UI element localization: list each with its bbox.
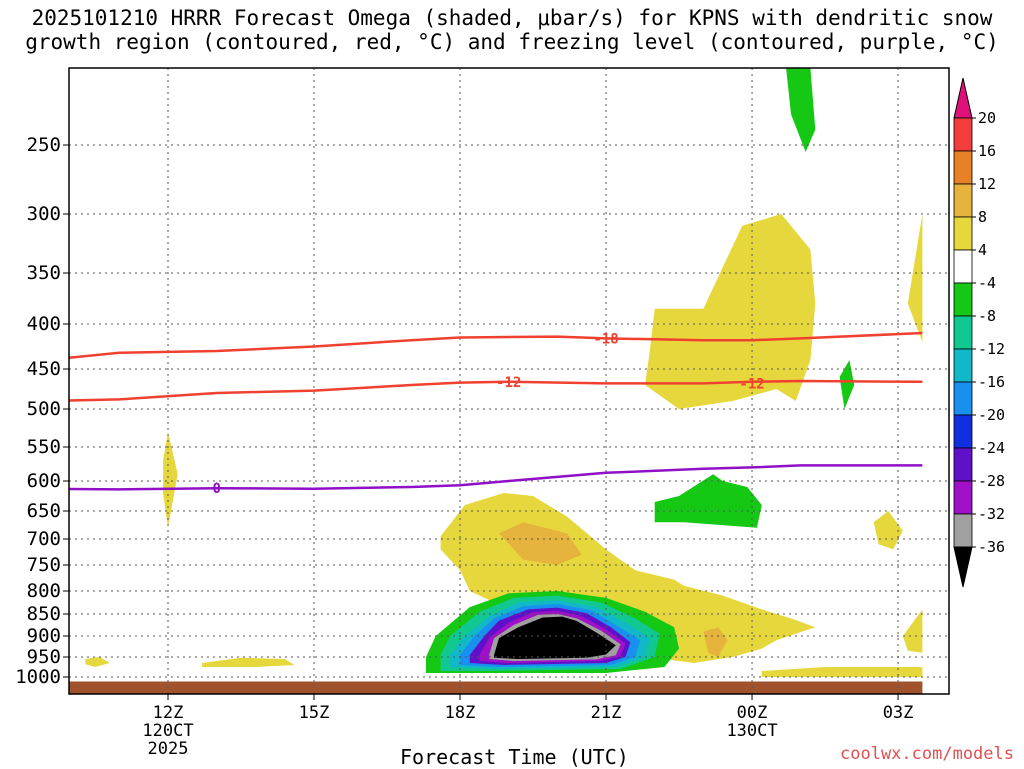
colorbar-label-2: 12 — [978, 175, 996, 193]
colorbar-segment-3 — [953, 216, 973, 251]
colorbar-label-0: 20 — [978, 109, 996, 127]
omega-positive-right1 — [907, 214, 923, 342]
x-tick-date-12Z: 120CT — [142, 721, 193, 741]
colorbar-label-8: -16 — [978, 373, 1005, 391]
contour-dgz-minus12 — [69, 379, 923, 402]
y-tick-label-850: 850 — [27, 603, 61, 625]
colorbar-bottom-arrow — [953, 546, 973, 588]
omega-positive-blob2 — [202, 657, 295, 667]
y-tick-label-700: 700 — [27, 528, 61, 550]
y-tick-label-350: 350 — [27, 262, 61, 284]
x-tick-label-18Z: 18Z — [445, 703, 476, 723]
colorbar-segment-9 — [953, 414, 973, 449]
y-tick-label-1000: 1000 — [15, 666, 61, 688]
colorbar-label-6: -8 — [978, 307, 996, 325]
contour-lines: -18 -12 -12 0 — [69, 331, 923, 497]
omega-positive-right3 — [902, 609, 923, 653]
contour-label-dgz-minus12: -12 — [496, 375, 521, 391]
colorbar-label-1: 16 — [978, 142, 996, 160]
contour-dgz-minus18 — [69, 331, 923, 360]
colorbar-segment-8 — [953, 381, 973, 416]
omega-shading — [69, 68, 923, 694]
contour-freezing-level-0 — [69, 464, 923, 491]
omega-positive-upper — [645, 214, 816, 409]
colorbar: 20 16 12 8 4 -4 -8 -12 -16 -20 -24 -28 -32 -36 — [953, 77, 1005, 588]
x-tick-label-12Z: 12Z — [153, 703, 184, 723]
y-tick-label-600: 600 — [27, 470, 61, 492]
title-line-2: growth region (contoured, red, °C) and f… — [25, 30, 999, 54]
y-tick-label-450: 450 — [27, 358, 61, 380]
colorbar-segment-0 — [953, 117, 973, 152]
colorbar-label-5: -4 — [978, 274, 996, 292]
y-tick-label-300: 300 — [27, 203, 61, 225]
ground-surface — [69, 681, 923, 694]
colorbar-top-arrow — [953, 77, 973, 119]
omega-core-black — [494, 616, 616, 659]
x-tick-label-15Z: 15Z — [299, 703, 330, 723]
colorbar-segment-2 — [953, 183, 973, 218]
colorbar-label-10: -24 — [978, 439, 1005, 457]
credit-link[interactable]: coolwx.com/models — [840, 744, 1014, 764]
colorbar-label-4: 4 — [978, 241, 987, 259]
plot-frame — [68, 67, 950, 695]
colorbar-segment-1 — [953, 150, 973, 185]
colorbar-segment-11 — [953, 480, 973, 515]
y-axis: 2503003504004505005506006507007508008509… — [15, 134, 69, 688]
colorbar-label-9: -20 — [978, 406, 1005, 424]
y-tick-label-250: 250 — [27, 134, 61, 156]
colorbar-label-12: -32 — [978, 505, 1005, 523]
grid-lines — [69, 68, 949, 694]
chart-title: 2025101210 HRRR Forecast Omega (shaded, … — [0, 6, 1024, 54]
y-tick-label-750: 750 — [27, 554, 61, 576]
colorbar-label-7: -12 — [978, 340, 1005, 358]
y-tick-label-400: 400 — [27, 313, 61, 335]
title-line-1: 2025101210 HRRR Forecast Omega (shaded, … — [31, 6, 993, 30]
y-tick-label-650: 650 — [27, 500, 61, 522]
colorbar-segment-10 — [953, 447, 973, 482]
omega-negative-small — [839, 360, 855, 409]
contour-label-dgz-minus18: -18 — [593, 331, 618, 347]
x-tick-label-03Z: 03Z — [883, 703, 914, 723]
contour-label-dgz-minus12b: -12 — [739, 376, 764, 392]
omega-positive-right2 — [873, 511, 903, 550]
y-tick-label-950: 950 — [27, 646, 61, 668]
x-tick-label-21Z: 21Z — [591, 703, 622, 723]
colorbar-label-13: -36 — [978, 538, 1005, 556]
colorbar-segment-7 — [953, 348, 973, 383]
x-tick-year-12Z: 2025 — [148, 739, 189, 759]
omega-negative-top — [786, 68, 816, 152]
x-tick-label-00Z: 00Z — [737, 703, 768, 723]
omega-positive-bottom — [761, 667, 923, 677]
omega-positive-blob1 — [85, 657, 110, 667]
y-tick-label-900: 900 — [27, 625, 61, 647]
omega-orange-patch — [499, 522, 582, 565]
omega-positive-left — [163, 431, 178, 528]
contour-label-freezing-level-0: 0 — [212, 481, 220, 497]
colorbar-label-11: -28 — [978, 472, 1005, 490]
colorbar-segment-6 — [953, 315, 973, 350]
y-tick-label-550: 550 — [27, 436, 61, 458]
x-axis-label: Forecast Time (UTC) — [400, 745, 629, 769]
omega-negative-mid — [654, 474, 762, 528]
y-tick-label-500: 500 — [27, 398, 61, 420]
colorbar-segment-5 — [953, 282, 973, 317]
colorbar-segment-4 — [953, 249, 973, 284]
y-tick-label-800: 800 — [27, 580, 61, 602]
colorbar-segment-12 — [953, 513, 973, 548]
x-tick-date-00Z: 130CT — [726, 721, 777, 741]
colorbar-label-3: 8 — [978, 208, 987, 226]
omega-orange-small — [703, 627, 728, 657]
